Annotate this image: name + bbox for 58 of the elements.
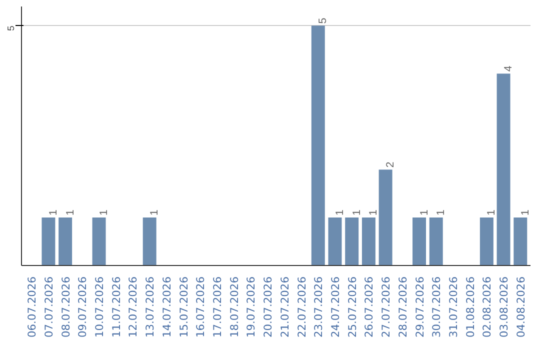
data-label: 1 [148,210,161,216]
x-tick-label: 27.07.2026 [380,276,393,338]
data-label: 1 [47,210,60,216]
x-tick-label: 17.07.2026 [211,276,224,338]
data-label: 2 [384,162,397,168]
x-tick-label: 23.07.2026 [312,276,326,338]
x-tick-label: 13.07.2026 [144,276,157,338]
x-tick-label: 09.07.2026 [76,276,90,338]
x-tick-label: 15.07.2026 [177,276,190,338]
data-label: 5 [317,18,330,24]
x-tick-label: 31.07.2026 [446,276,460,338]
x-tick-label: 20.07.2026 [262,276,275,338]
bar [496,74,510,266]
data-label: 1 [334,210,346,216]
bar [328,218,342,266]
x-tick-label: 21.07.2026 [278,276,292,338]
bar [311,26,325,266]
data-label: 1 [519,210,532,216]
x-tick-label: 29.07.2026 [413,276,426,338]
data-label: 1 [486,210,498,216]
x-tick-label: 16.07.2026 [194,276,208,338]
data-label: 1 [368,210,380,216]
bar [42,218,56,266]
x-tick-label: 12.07.2026 [126,276,140,338]
bar [58,218,72,266]
data-label: 1 [418,210,430,216]
x-tick-label: 11.07.2026 [110,276,123,338]
bar [142,218,156,266]
x-tick-label: 26.07.2026 [362,276,376,338]
data-label: 1 [435,210,448,216]
x-tick-label: 06.07.2026 [26,276,39,338]
bar [362,218,376,266]
x-tick-label: 24.07.2026 [328,276,342,338]
x-tick-label: 01.08.2026 [464,276,477,338]
data-label: 4 [502,66,515,72]
data-label: 1 [98,210,110,216]
x-tick-label: 04.08.2026 [514,276,528,338]
bar [378,170,392,266]
x-tick-label: 10.07.2026 [93,276,106,338]
data-label: 1 [350,210,363,216]
bar [345,218,359,266]
data-label: 1 [64,210,76,216]
x-tick-label: 02.08.2026 [480,276,494,338]
x-tick-label: 30.07.2026 [430,276,444,338]
bar [429,218,443,266]
x-tick-label: 14.07.2026 [160,276,174,338]
x-tick-label: 03.08.2026 [498,276,511,338]
bar [92,218,106,266]
x-tick-label: 28.07.2026 [396,276,410,338]
x-tick-label: 08.07.2026 [59,276,72,338]
x-tick-label: 07.07.2026 [42,276,56,338]
x-tick-label: 19.07.2026 [244,276,258,338]
bar [480,218,494,266]
x-tick-label: 25.07.2026 [346,276,359,338]
bar [514,218,528,266]
bar [412,218,426,266]
x-tick-label: 22.07.2026 [295,276,308,338]
x-tick-label: 18.07.2026 [228,276,241,338]
